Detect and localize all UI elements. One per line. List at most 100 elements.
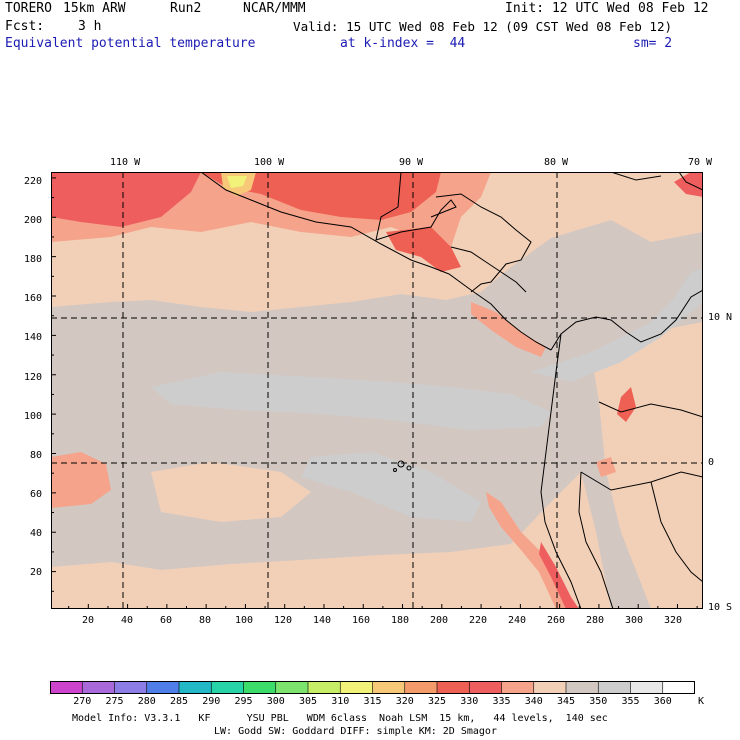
colorbar-unit: K: [698, 696, 705, 707]
field-red-caribbean: [674, 172, 703, 197]
colorbar-level-label: 290: [202, 696, 221, 707]
field-peach-mid: [151, 462, 311, 522]
field-salmon-centam: [471, 302, 546, 357]
header-resolution: 15km ARW: [63, 1, 126, 16]
grid-x-label: 80: [199, 615, 212, 626]
level-label: at k-index = 44: [340, 36, 466, 51]
colorbar-level-label: 335: [492, 696, 511, 707]
map-plot: [51, 172, 703, 609]
colorbar-cell: [146, 681, 180, 694]
map-frame: [51, 172, 703, 609]
header-org: NCAR/MMM: [243, 1, 306, 16]
smoothing-label: sm= 2: [633, 36, 673, 51]
colorbar-cell: [81, 681, 116, 694]
colorbar-cell: [275, 681, 309, 694]
colorbar: [50, 681, 695, 694]
colorbar-level-label: 340: [524, 696, 543, 707]
grid-x-label: 60: [160, 615, 173, 626]
grid-y-label: 220: [24, 176, 43, 187]
grid-x-label: 40: [121, 615, 134, 626]
colorbar-cell: [307, 681, 342, 694]
grid-y-label: 200: [24, 215, 43, 226]
colorbar-cell: [468, 681, 503, 694]
colorbar-cell: [597, 681, 632, 694]
grid-x-label: 180: [391, 615, 410, 626]
model-info: Model Info: V3.3.1 KF YSU PBL WDM 6class…: [72, 713, 608, 724]
coastlines: [200, 172, 703, 609]
header-valid: Valid: 15 UTC Wed 08 Feb 12 (09 CST Wed …: [293, 19, 673, 34]
grid-x-label: 260: [547, 615, 566, 626]
grid-x-label: 220: [469, 615, 488, 626]
lon-label-70w: 70 W: [688, 157, 713, 168]
field-title: Equivalent potential temperature: [5, 36, 256, 51]
grid-x-label: 280: [586, 615, 605, 626]
grid-x-label: 200: [430, 615, 449, 626]
grid-y-label: 60: [30, 489, 43, 500]
colorbar-cell: [662, 681, 695, 694]
physics-info: LW: Godd SW: Goddard DIFF: simple KM: 2D…: [214, 726, 497, 737]
grid-x-label: 20: [82, 615, 95, 626]
field-lightgray-south: [301, 452, 481, 522]
colorbar-level-label: 305: [299, 696, 318, 707]
field-red-mexico: [201, 172, 441, 220]
colorbar-level-label: 275: [105, 696, 124, 707]
field-lightgray-caribbean: [531, 268, 703, 382]
grid-y-label: 40: [30, 528, 43, 539]
colorbar-cell: [533, 681, 567, 694]
lat-label-10n: 10 N: [708, 312, 733, 323]
grid-x-label: 140: [313, 615, 332, 626]
field-red-andes: [617, 387, 636, 422]
grid-x-label: 100: [235, 615, 254, 626]
grid-y-label: 20: [30, 567, 43, 578]
header-fcst-label: Fcst:: [5, 19, 45, 34]
field-red-peru: [539, 542, 579, 609]
grid-x-label: 320: [664, 615, 683, 626]
lon-label-80w: 80 W: [544, 157, 569, 168]
lat-label-0: 0: [708, 457, 715, 468]
colorbar-cell: [178, 681, 213, 694]
colorbar-level-label: 345: [557, 696, 576, 707]
colorbar-level-label: 320: [395, 696, 414, 707]
grid-x-label: 300: [625, 615, 644, 626]
header-run: Run2: [170, 1, 202, 16]
colorbar-level-label: 300: [266, 696, 285, 707]
colorbar-level-label: 325: [428, 696, 447, 707]
colorbar-cell: [501, 681, 535, 694]
field-peach-south: [51, 472, 611, 609]
grid-x-label: 160: [352, 615, 371, 626]
colorbar-cell: [372, 681, 406, 694]
colorbar-cell: [243, 681, 277, 694]
field-red-northwest: [51, 172, 201, 227]
field-red-guatemala: [386, 227, 461, 272]
grid-y-label: 180: [24, 254, 43, 265]
colorbar-cell: [210, 681, 245, 694]
colorbar-cell: [404, 681, 438, 694]
field-peach-east: [591, 322, 703, 609]
lon-label-100w: 100 W: [254, 157, 285, 168]
colorbar-level-label: 355: [621, 696, 640, 707]
grid-y-label: 160: [24, 293, 43, 304]
field-lightgray-ocean: [151, 372, 551, 430]
colorbar-cell: [565, 681, 600, 694]
header-init: Init: 12 UTC Wed 08 Feb 12: [505, 1, 709, 16]
header-model: TORERO: [5, 1, 52, 16]
colorbar-level-label: 295: [234, 696, 253, 707]
colorbar-cell: [436, 681, 471, 694]
grid-x-label: 120: [274, 615, 293, 626]
colorbar-level-label: 310: [331, 696, 350, 707]
colorbar-frame: [50, 681, 695, 694]
colorbar-level-label: 360: [653, 696, 672, 707]
colorbar-level-label: 350: [589, 696, 608, 707]
colorbar-cell: [50, 681, 84, 694]
colorbar-level-label: 285: [170, 696, 189, 707]
colorbar-level-label: 315: [363, 696, 382, 707]
colorbar-level-label: 330: [460, 696, 479, 707]
lat-label-10s: 10 S: [708, 602, 733, 613]
field-salmon-west: [51, 452, 111, 508]
colorbar-cell: [114, 681, 148, 694]
lon-label-110w: 110 W: [110, 157, 141, 168]
field-salmon-peru: [486, 492, 571, 609]
lat-lon-grid: [51, 172, 703, 609]
colorbar-cell: [339, 681, 374, 694]
colorbar-level-label: 280: [137, 696, 156, 707]
